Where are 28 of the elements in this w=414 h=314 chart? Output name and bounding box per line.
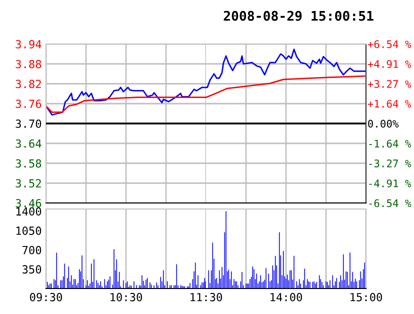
text: -3.27 % <box>369 160 412 168</box>
x-tick-label: 09:30 <box>30 292 62 302</box>
y-tick-label: 3.46 <box>16 199 42 208</box>
text: -4.91 % <box>369 179 412 188</box>
x-tick-label: 15:00 <box>350 292 382 302</box>
y-tick-label: 3.76 <box>16 100 42 108</box>
y-tick-label: 3.82 <box>16 80 41 88</box>
y-tick-label: 3.58 <box>16 159 42 168</box>
text: -6.54 % <box>369 199 412 208</box>
y-tick-label: 3.70 <box>16 120 42 128</box>
y-tick-label: 3.88 <box>16 60 42 68</box>
y-tick-label: 350 <box>22 265 42 274</box>
y-tick-label: 700 <box>22 246 42 254</box>
x-tick-label: 11:30 <box>190 292 222 302</box>
text: 0.00% <box>368 120 399 128</box>
x-tick-label: 14:00 <box>270 292 302 302</box>
y-tick-label: 3.64 <box>16 139 42 148</box>
text: -1.64 % <box>369 140 412 148</box>
text: +1.64 % <box>368 100 412 108</box>
text: +3.27 % <box>368 80 412 88</box>
text: +4.91 % <box>368 60 412 68</box>
text: +6.54 % <box>368 40 412 48</box>
y-tick-label: 1400 <box>16 207 42 216</box>
chart-title: 2008-08-29 15:00:51 <box>224 10 374 21</box>
x-tick-label: 10:30 <box>110 292 142 302</box>
y-tick-label: 3.94 <box>16 40 42 48</box>
y-tick-label: 1050 <box>16 226 42 235</box>
y-tick-label: 3.52 <box>16 179 41 188</box>
